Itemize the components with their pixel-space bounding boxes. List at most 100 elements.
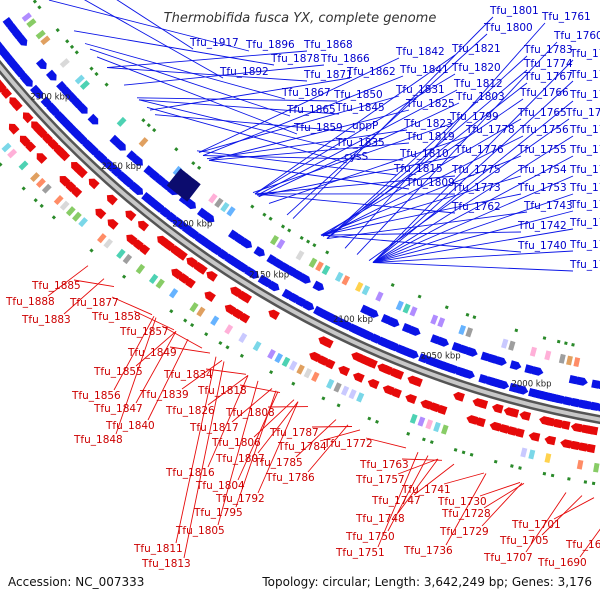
feature-dot (174, 147, 179, 152)
forward-gene-arrow (56, 80, 67, 92)
forward-gene-label: Tfu_1743 (523, 200, 573, 212)
reverse-gene-label: Tfu_1763 (359, 459, 409, 471)
feature-dot (21, 186, 26, 191)
feature-dot (321, 396, 326, 401)
feature-dot (461, 450, 466, 455)
feature-box (375, 291, 384, 302)
feature-dot (306, 239, 311, 244)
reverse-gene-label: Tfu_1808 (225, 407, 275, 419)
feature-box (196, 306, 206, 317)
reverse-gene-arrow (238, 313, 251, 324)
forward-label-connector (138, 99, 340, 150)
reverse-label-connector (445, 473, 487, 546)
feature-block (173, 173, 191, 194)
feature-box (238, 332, 248, 343)
reverse-gene-label: Tfu_1750 (345, 531, 395, 543)
feature-box (41, 183, 52, 194)
feature-block (176, 176, 195, 197)
forward-gene-arrow (111, 166, 122, 177)
feature-box (566, 355, 573, 366)
feature-dot (583, 480, 588, 484)
forward-gene-label: Tfu_1775 (451, 164, 501, 176)
forward-gene-arrow (451, 342, 464, 352)
reverse-gene-arrow (492, 403, 504, 414)
reverse-gene-arrow (31, 121, 42, 133)
feature-box (465, 327, 474, 338)
reverse-gene-label: Tfu_1840 (105, 420, 155, 432)
forward-gene-arrow (77, 103, 88, 114)
forward-gene-arrow (132, 155, 143, 166)
forward-gene-arrow (93, 150, 105, 161)
feature-box (35, 177, 46, 188)
feature-box (303, 368, 313, 379)
reverse-gene-arrow (53, 145, 65, 156)
forward-label-connector (84, 0, 224, 79)
feature-box (208, 193, 218, 204)
feature-box (334, 271, 344, 283)
backbone-tick-label: 2200 kbp (172, 219, 212, 229)
feature-box (59, 200, 70, 211)
reverse-gene-arrow (139, 244, 151, 256)
forward-gene-arrow (66, 92, 78, 103)
forward-label-connector (84, 43, 286, 100)
feature-box (267, 348, 276, 360)
reverse-gene-arrow (59, 176, 71, 187)
reverse-gene-arrow (318, 336, 330, 347)
forward-gene-arrow (87, 113, 99, 125)
forward-gene-arrow (508, 382, 521, 393)
reverse-gene-label: Tfu_1807 (215, 453, 265, 465)
forward-gene-arrow (149, 170, 161, 181)
feature-dot (225, 345, 230, 350)
reverse-gene-label: Tfu_1772 (323, 438, 373, 450)
reverse-gene-label: Tfu_1858 (91, 311, 141, 323)
reverse-gene-label: Tfu_1707 (483, 552, 533, 564)
forward-label-connector (320, 231, 522, 236)
reverse-label-connector (397, 458, 439, 475)
reverse-label-connector (541, 495, 583, 536)
forward-gene-arrow (155, 174, 167, 186)
feature-dot (280, 224, 286, 229)
feature-box (116, 248, 126, 259)
forward-label-connector (254, 175, 456, 195)
forward-gene-label: Tfu_1754 (517, 164, 567, 176)
feature-box (252, 340, 262, 352)
forward-gene-label: Tfu_1850 (333, 89, 383, 101)
feature-box (30, 172, 40, 183)
feature-box (296, 364, 305, 375)
reverse-gene-arrow (466, 415, 479, 425)
forward-gene-arrow (115, 140, 126, 151)
forward-gene-arrow (102, 158, 114, 169)
reverse-gene-label: Tfu_1805 (175, 525, 225, 537)
reverse-gene-label: Tfu_1741 (401, 484, 451, 496)
feature-box (341, 275, 351, 286)
feature-box (168, 288, 179, 299)
feature-dot (472, 315, 477, 320)
feature-box (226, 206, 236, 217)
feature-box (402, 303, 411, 314)
reverse-label-connector (115, 317, 157, 435)
reverse-gene-label: Tfu_1856 (71, 390, 121, 402)
feature-dot (191, 161, 196, 166)
reverse-gene-arrow (186, 257, 198, 268)
reverse-gene-arrow (309, 351, 321, 363)
reverse-gene-label: Tfu_1690 (537, 557, 587, 569)
reverse-gene-label: Tfu_1784 (277, 441, 327, 453)
reverse-gene-label: Tfu_1885 (31, 280, 81, 292)
forward-gene-arrow (159, 206, 171, 218)
forward-label-connector (202, 155, 404, 161)
feature-box (333, 382, 342, 393)
backbone-tick-label: 2300 kbp (30, 93, 70, 103)
feature-box (26, 18, 37, 28)
reverse-gene-arrow (138, 220, 149, 232)
feature-box (529, 346, 537, 357)
reverse-gene-label: Tfu_1795 (193, 507, 243, 519)
forward-gene-arrow (313, 305, 325, 317)
forward-label-connector (254, 54, 456, 195)
reverse-gene-arrow (170, 245, 182, 256)
backbone-tick-label: 2250 kbp (101, 162, 141, 172)
reverse-gene-arrow (48, 139, 59, 150)
forward-gene-arrow (82, 139, 93, 150)
reverse-gene-arrow (107, 219, 119, 230)
reverse-gene-label: Tfu_1786 (265, 472, 315, 484)
